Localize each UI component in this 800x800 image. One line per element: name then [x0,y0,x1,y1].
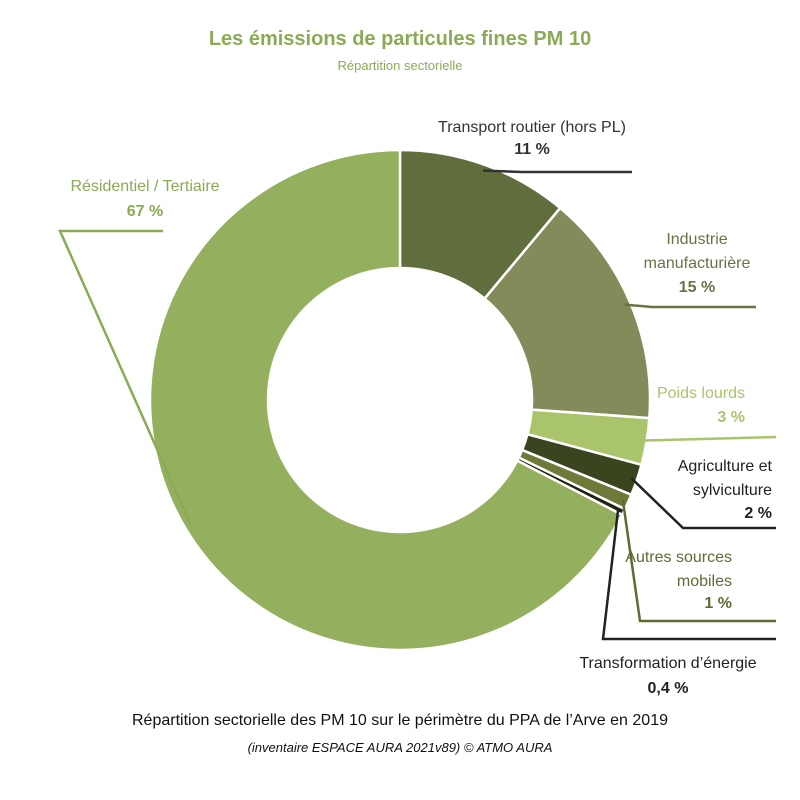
leader-line-1 [483,169,632,174]
slice-name-7: Résidentiel / Tertiaire [70,178,219,195]
slice-value-label-2: 15 % [679,279,715,296]
slice-value-label-1: 11 % [514,141,550,158]
slice-name-2: manufacturière [644,255,751,272]
slice-name-4: Agriculture et [678,458,773,475]
chart-source: (inventaire ESPACE AURA 2021v89) © ATMO … [247,740,553,755]
slice-7 [148,148,624,652]
slice-name-4: sylviculture [693,482,772,499]
slice-value-label-7: 67 % [127,203,163,220]
slice-value-label-5: 1 % [704,595,732,612]
slice-value-label-6: 0,4 % [648,680,689,697]
slice-value-label-4: 2 % [744,505,772,522]
chart-caption: Répartition sectorielle des PM 10 sur le… [132,712,668,729]
leader-line-2 [624,303,756,309]
leader-line-6 [601,509,776,641]
slice-name-6: Transformation d’énergie [579,655,756,672]
slice-name-1: Transport routier (hors PL) [438,119,626,136]
slice-name-5: Autres sources [625,549,732,566]
leader-line-3 [640,435,777,442]
leader-line-4 [630,477,776,530]
chart-subtitle: Répartition sectorielle [337,58,463,73]
slice-name-5: mobiles [677,573,732,590]
slice-name-3: Poids lourds [657,385,745,402]
leader-line-5 [621,499,776,623]
donut-slices [148,148,652,652]
leader-line-7 [58,229,193,528]
chart-title: Les émissions de particules fines PM 10 [208,28,592,50]
slice-value-label-3: 3 % [717,409,745,426]
slice-name-2: Industrie [666,231,727,248]
